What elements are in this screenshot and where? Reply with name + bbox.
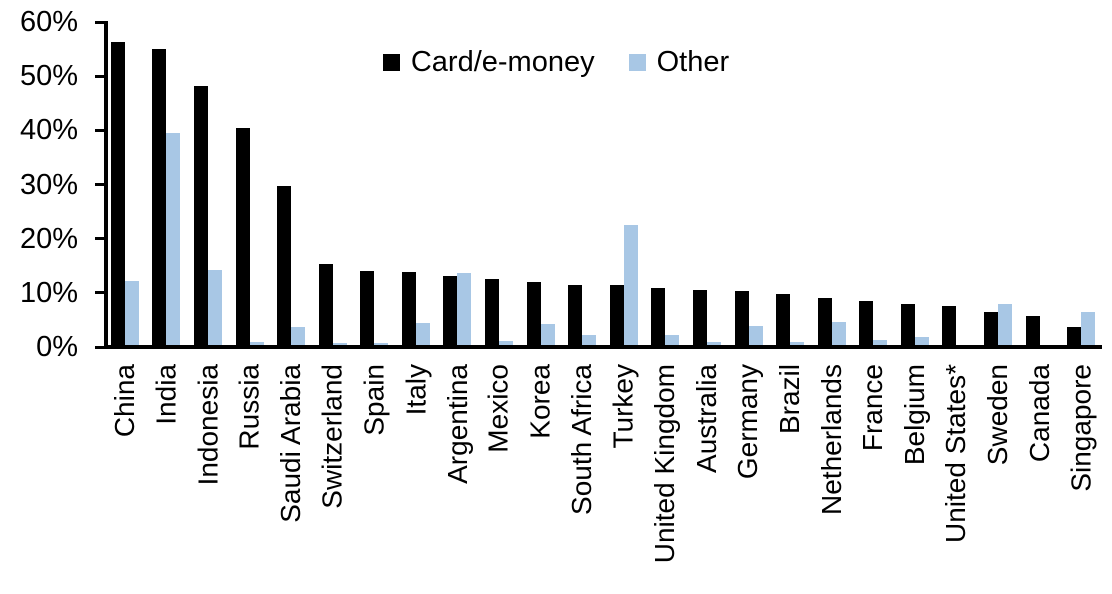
bar-card-e-money-italy [401, 271, 416, 349]
y-axis-label: 30% [19, 168, 78, 201]
bar-card-e-money-argentina [443, 275, 458, 349]
x-axis-label-united-states: United States* [940, 364, 972, 543]
x-axis-label-china: China [108, 364, 140, 438]
bar-card-e-money-united-kingdom [651, 287, 666, 349]
y-axis-tick [95, 128, 104, 132]
bar-other-india [166, 132, 181, 349]
y-axis-tick [95, 74, 104, 78]
x-axis-label-singapore: Singapore [1065, 364, 1097, 492]
bar-card-e-money-canada [1025, 316, 1040, 349]
bar-other-sweden [998, 304, 1013, 349]
y-axis-label: 0% [36, 331, 78, 363]
y-axis-label: 20% [19, 222, 78, 255]
bar-card-e-money-russia [235, 127, 250, 349]
legend-swatch-card-e-money [382, 53, 400, 71]
x-axis-label-argentina: Argentina [441, 364, 473, 484]
x-axis-label-canada: Canada [1023, 364, 1055, 463]
y-axis-tick [95, 291, 104, 295]
x-axis-label-saudi-arabia: Saudi Arabia [275, 364, 307, 523]
bar-card-e-money-indonesia [193, 85, 208, 349]
x-axis-label-spain: Spain [358, 364, 390, 436]
x-axis-label-sweden: Sweden [982, 364, 1014, 466]
y-axis-tick [95, 237, 104, 241]
x-axis-label-indonesia: Indonesia [191, 364, 223, 486]
bar-other-argentina [457, 272, 472, 349]
legend-swatch-other [628, 53, 646, 71]
bar-card-e-money-belgium [900, 304, 915, 349]
bar-other-italy [415, 323, 430, 349]
chart-legend: Card/e-money Other [0, 44, 1112, 80]
bar-other-singapore [1081, 312, 1096, 349]
x-axis-label-switzerland: Switzerland [316, 364, 348, 509]
y-axis-label: 60% [19, 6, 78, 38]
x-axis-label-india: India [150, 364, 182, 425]
x-axis-label-turkey: Turkey [607, 364, 639, 449]
bar-card-e-money-china [110, 42, 125, 349]
bar-card-e-money-sweden [984, 312, 999, 349]
bar-card-e-money-saudi-arabia [277, 186, 292, 349]
bar-other-belgium [914, 337, 929, 349]
bar-other-saudi-arabia [291, 326, 306, 349]
y-axis-label: 10% [19, 276, 78, 309]
bar-card-e-money-australia [692, 289, 707, 349]
x-axis-label-korea: Korea [524, 364, 556, 439]
x-axis-line [104, 345, 1102, 349]
bar-other-france [873, 339, 888, 349]
x-axis-label-brazil: Brazil [774, 364, 806, 435]
x-axis-label-south-africa: South Africa [566, 364, 598, 515]
bar-card-e-money-turkey [609, 285, 624, 349]
x-axis-label-italy: Italy [399, 364, 431, 416]
bar-other-netherlands [831, 322, 846, 349]
bar-card-e-money-united-states [942, 305, 957, 349]
y-axis-tick [95, 183, 104, 186]
bar-card-e-money-spain [360, 271, 375, 349]
y-axis-line [104, 21, 108, 349]
bar-card-e-money-brazil [776, 293, 791, 349]
y-axis-label: 50% [19, 60, 78, 93]
x-axis-label-australia: Australia [690, 364, 722, 473]
x-axis-label-belgium: Belgium [898, 364, 930, 466]
bar-card-e-money-south-africa [568, 284, 583, 349]
bar-card-e-money-korea [526, 282, 541, 349]
legend-item-other: Other [628, 44, 730, 80]
bar-card-e-money-singapore [1067, 326, 1082, 349]
x-axis-label-russia: Russia [233, 364, 265, 450]
bar-other-indonesia [207, 269, 222, 349]
legend-item-card-e-money: Card/e-money [382, 44, 595, 80]
y-axis-tick [95, 20, 104, 24]
x-axis-label-germany: Germany [732, 364, 764, 480]
bar-other-korea [540, 323, 555, 349]
x-axis-label-netherlands: Netherlands [815, 364, 847, 515]
bar-card-e-money-india [152, 48, 167, 349]
legend-label: Other [656, 46, 730, 78]
y-axis-label: 40% [19, 114, 78, 147]
bar-other-germany [748, 326, 763, 349]
bar-other-turkey [623, 225, 638, 349]
bar-card-e-money-mexico [485, 278, 500, 349]
x-axis-label-france: France [857, 364, 889, 452]
x-axis-label-united-kingdom: United Kingdom [649, 364, 681, 564]
legend-label: Card/e-money [410, 46, 595, 78]
y-axis-tick [95, 345, 104, 349]
bar-card-e-money-netherlands [817, 298, 832, 349]
x-axis-label-mexico: Mexico [483, 364, 515, 453]
bar-card-e-money-germany [734, 290, 749, 349]
bar-card-e-money-switzerland [318, 263, 333, 349]
bar-other-china [124, 280, 139, 349]
bar-card-e-money-france [859, 300, 874, 349]
